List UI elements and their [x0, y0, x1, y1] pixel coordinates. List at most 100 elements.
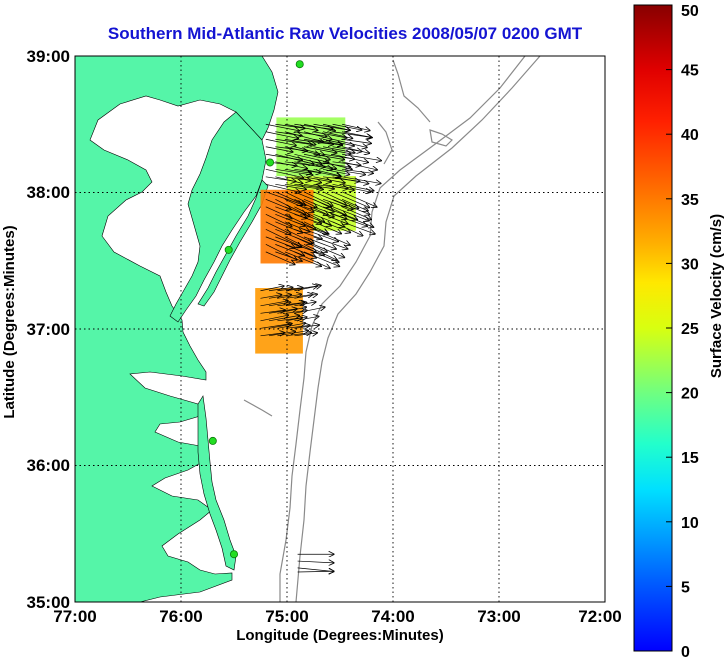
velocity-arrow: [294, 325, 319, 329]
velocity-arrow: [322, 198, 353, 209]
velocity-arrow: [284, 176, 311, 181]
velocity-arrow: [303, 199, 334, 211]
velocity-arrow: [303, 191, 333, 206]
x-tick-label: 76:00: [159, 607, 202, 626]
velocity-arrow: [277, 288, 302, 291]
velocity-arrow: [294, 229, 321, 238]
velocity-arrow: [313, 221, 342, 234]
velocity-arrow: [294, 138, 333, 144]
velocity-arrow: [341, 214, 373, 227]
velocity-arrow: [294, 123, 332, 129]
velocity-arrow: [265, 183, 300, 192]
velocity-arrow: [313, 236, 348, 249]
y-tick-label: 39:00: [27, 47, 70, 66]
velocity-arrow: [303, 236, 336, 249]
velocity-arrow: [342, 146, 369, 153]
velocity-arrow: [277, 318, 302, 321]
velocity-arrow: [275, 244, 304, 255]
velocity-arrow: [277, 303, 304, 307]
velocity-arrow: [285, 294, 313, 299]
velocity-arrow: [284, 251, 321, 266]
velocity-arrow: [322, 138, 354, 146]
velocity-arrow: [332, 221, 363, 236]
velocity-arrow: [332, 214, 367, 226]
velocity-arrow: [313, 153, 345, 159]
velocity-arrow: [303, 168, 341, 176]
velocity-arrow: [285, 286, 317, 292]
velocity-arrow: [341, 206, 371, 220]
velocity-arrow: [265, 214, 292, 226]
velocity-arrow: [275, 229, 311, 243]
colorbar-tick-label: 10: [681, 515, 699, 532]
velocity-arrow: [268, 324, 291, 329]
velocity-arrow: [275, 191, 305, 205]
land-barrier-islands: [197, 179, 269, 307]
velocity-arrow: [268, 316, 299, 322]
velocity-arrow: [294, 131, 326, 136]
land-delmarva: [169, 111, 267, 323]
grid-lines: [75, 56, 605, 602]
colorbar-tick-label: 20: [681, 386, 699, 403]
velocity-arrow: [313, 251, 339, 262]
velocity-arrow: [265, 168, 303, 177]
velocity-arrow: [265, 146, 293, 152]
velocity-arrow: [277, 331, 308, 337]
colorbar-tick-label: 35: [681, 192, 699, 209]
y-tick-label: 36:00: [27, 456, 70, 475]
velocity-arrow: [294, 251, 329, 268]
station-marker: [266, 158, 275, 167]
velocity-arrow: [313, 244, 345, 257]
velocity-arrow: [268, 302, 290, 307]
colorbar-tick-label: 5: [681, 579, 690, 596]
velocity-arrow: [313, 146, 351, 154]
velocity-arrow: [303, 176, 331, 182]
velocity-arrow: [265, 138, 296, 145]
velocity-arrow: [303, 244, 337, 260]
chart-title: Southern Mid-Atlantic Raw Velocities 200…: [108, 24, 583, 43]
y-tick-label: 38:00: [27, 183, 70, 202]
velocity-arrow: [294, 333, 317, 336]
velocity-arrow: [294, 168, 320, 172]
velocity-arrow: [342, 183, 373, 190]
velocity-arrow: [294, 214, 321, 223]
station-markers: [208, 60, 304, 559]
velocity-arrow: [260, 315, 289, 322]
velocity-arrow: [313, 229, 350, 245]
velocity-arrow: [342, 123, 370, 130]
velocity-arrow: [284, 214, 316, 229]
velocity-arrow: [260, 333, 285, 336]
velocity-arrow: [322, 221, 350, 233]
velocity-arrow: [275, 183, 306, 189]
velocity-arrow: [313, 168, 341, 176]
velocity-arrow: [297, 571, 334, 572]
velocity-arrow: [285, 302, 306, 305]
velocity-arrow: [303, 214, 331, 225]
colorbar-tick-label: 30: [681, 256, 699, 273]
velocity-arrow: [341, 221, 375, 234]
velocity-arrow: [265, 131, 298, 139]
velocity-arrow: [284, 199, 314, 212]
velocity-arrow: [322, 123, 349, 130]
x-tick-label: 75:00: [265, 607, 308, 626]
velocity-arrow: [313, 191, 347, 206]
velocity-arrow: [332, 191, 370, 208]
velocity-arrow: [284, 236, 316, 252]
x-tick-label: 77:00: [53, 607, 96, 626]
velocity-arrow: [265, 206, 292, 219]
station-marker: [229, 550, 238, 559]
velocity-arrow: [313, 176, 345, 183]
velocity-arrow: [294, 153, 328, 162]
velocity-arrow: [297, 567, 334, 572]
velocity-arrow: [294, 236, 327, 252]
velocity-arrow: [332, 123, 362, 130]
x-tick-label: 72:00: [578, 607, 621, 626]
velocity-arrow: [268, 287, 292, 292]
velocity-arrow: [303, 153, 330, 159]
velocity-arrow: [285, 333, 311, 336]
velocity-arrow: [313, 138, 343, 145]
velocity-arrow: [342, 161, 377, 170]
velocity-arrow: [303, 206, 334, 217]
velocity-arrow: [285, 310, 307, 313]
velocity-arrow: [322, 161, 352, 169]
